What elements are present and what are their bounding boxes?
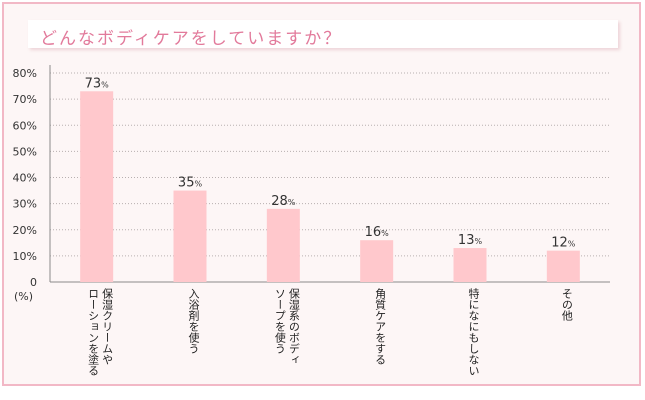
category-label-line: 保湿クリームや	[100, 288, 114, 365]
category-label-line: 入浴剤を使う	[187, 288, 200, 354]
category-label-line: 角質ケアをする	[373, 288, 387, 365]
bar	[360, 240, 394, 282]
data-label: 73%	[85, 76, 110, 91]
y-tick-label: 10%	[13, 250, 37, 263]
category-label-line: 保湿系のボディ	[287, 288, 301, 365]
category-label: 角質ケアをする	[374, 288, 387, 365]
category-label: 保湿クリームや ローションを塗る	[87, 288, 114, 376]
data-label: 12%	[551, 236, 576, 251]
y-tick-label: 50%	[13, 145, 37, 158]
y-tick-label: 0	[30, 276, 37, 289]
category-label-line: ソープを使う	[273, 288, 287, 354]
category-label: その他	[560, 288, 573, 321]
bar	[546, 250, 580, 282]
bar	[80, 91, 114, 282]
title-box: どんなボディケアをしていますか？	[28, 20, 618, 49]
data-label: 28%	[271, 194, 296, 209]
category-label-line: 特になにもしない	[467, 288, 480, 376]
data-label: 16%	[365, 225, 390, 240]
data-label: 13%	[458, 233, 483, 248]
bar	[453, 248, 487, 282]
y-tick-label: 70%	[13, 93, 37, 106]
y-tick-label: 30%	[13, 198, 37, 211]
category-label: 保湿系のボディ ソープを使う	[273, 288, 300, 365]
category-label-line: その他	[560, 288, 574, 321]
category-label-line: ローションを塗る	[86, 288, 100, 376]
y-tick-label: 40%	[13, 172, 37, 185]
category-label: 入浴剤を使う	[187, 288, 200, 354]
y-tick-label: 60%	[13, 119, 37, 132]
data-label: 35%	[178, 176, 203, 191]
bar	[266, 208, 300, 282]
y-unit-label: (%)	[14, 290, 34, 303]
y-tick-label: 20%	[13, 224, 37, 237]
chart-title: どんなボディケアをしていますか？	[40, 29, 343, 49]
y-tick-label: 80%	[13, 67, 37, 80]
bar	[173, 190, 207, 282]
category-label: 特になにもしない	[467, 288, 480, 376]
